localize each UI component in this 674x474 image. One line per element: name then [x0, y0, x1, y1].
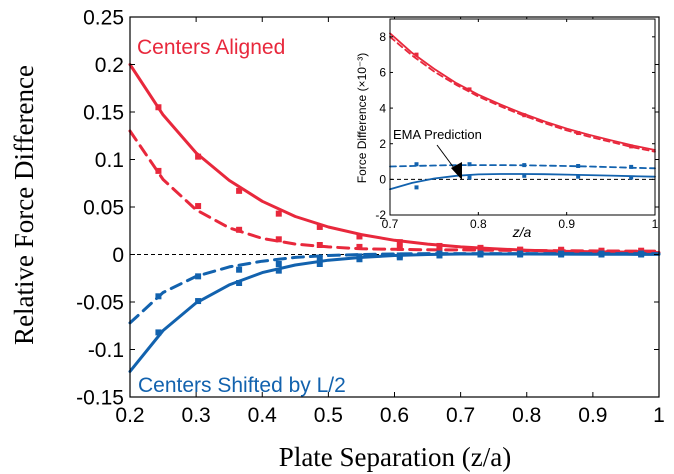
inset-y-tick-label: 2 — [379, 137, 386, 151]
main-annotation-aligned: Centers Aligned — [137, 36, 285, 59]
main-shifted-data-point — [275, 267, 282, 274]
main-aligned-data-point — [436, 245, 443, 252]
main-x-tick-label: 0.2 — [115, 404, 144, 427]
main-aligned-data-point — [275, 236, 282, 243]
main-x-axis-title: Plate Separation (z/a) — [279, 442, 511, 472]
main-shifted-data-point — [356, 253, 363, 260]
main-shifted-data-point — [236, 280, 243, 286]
main-aligned-data-point — [275, 210, 282, 217]
main-aligned-data-point — [155, 167, 162, 174]
inset-shifted-data-point — [576, 174, 581, 179]
inset-shifted-data-point — [576, 164, 581, 168]
main-shifted-data-point — [436, 250, 443, 257]
main-x-tick-label: 0.3 — [182, 404, 211, 427]
main-aligned-data-point — [155, 104, 162, 111]
main-aligned-data-point — [236, 226, 243, 233]
inset-ema-arrow-head — [451, 162, 462, 180]
main-aligned-data-point — [356, 233, 363, 240]
main-aligned-data-point — [356, 243, 363, 250]
inset-aligned-data-point — [414, 52, 419, 57]
main-annotation-shifted: Centers Shifted by L/2 — [138, 374, 346, 397]
inset-x-tick-label: 0.7 — [382, 217, 399, 231]
main-aligned-data-point — [517, 246, 524, 253]
main-aligned-data-point — [195, 203, 202, 210]
inset-y-tick-label: 4 — [379, 101, 386, 115]
main-shifted-data-point — [155, 293, 162, 300]
inset-x-tick-label: 0.9 — [558, 217, 575, 231]
main-x-tick-label: 0.7 — [446, 404, 475, 427]
inset-x-axis-title: z/a — [512, 224, 532, 240]
main-y-tick-label: 0.05 — [83, 196, 124, 219]
main-x-tick-label: 0.4 — [248, 404, 278, 427]
main-x-tick-label: 0.5 — [314, 404, 343, 427]
main-y-tick-label: 0.25 — [83, 6, 124, 29]
main-x-tick-label: 0.8 — [512, 404, 541, 427]
inset-aligned-data-point — [576, 131, 581, 136]
main-shifted-data-point — [316, 261, 323, 267]
inset-plot: 0.7 0.8 0.9 1 -2 0 2 4 6 8 EMA Prediction z/a For… — [355, 18, 659, 240]
main-shifted-data-point — [316, 256, 323, 263]
inset-y-axis-title: Force Difference (×10⁻³) — [355, 53, 369, 184]
main-aligned-data-point — [558, 246, 565, 253]
inset-aligned-data-point — [467, 87, 472, 92]
inset-y-tick-label: -2 — [375, 208, 386, 222]
inset-shifted-data-point — [629, 164, 634, 169]
main-shifted-data-point — [275, 261, 282, 267]
inset-y-tick-label: 6 — [379, 66, 386, 80]
main-aligned-data-point — [477, 245, 484, 252]
main-aligned-dashed-line — [128, 129, 661, 253]
main-shifted-data-point — [236, 266, 243, 273]
inset-x-tick-label: 1 — [652, 217, 659, 231]
main-shifted-data-point — [155, 329, 162, 336]
main-y-tick-label: 0.15 — [83, 101, 124, 124]
main-plot: 0.2 0.3 0.4 0.5 0.6 0.7 0.8 0.9 1 -0.15 -0.1 -0.05 0… — [9, 6, 665, 472]
inset-x-tick-label: 0.8 — [470, 217, 487, 231]
main-tick-layer: 0.2 0.3 0.4 0.5 0.6 0.7 0.8 0.9 1 -0.15 -0.1 -0.05 0… — [76, 6, 665, 427]
inset-series-layer — [389, 32, 656, 191]
main-aligned-data-point — [316, 242, 323, 248]
main-y-tick-label: 0 — [112, 244, 124, 267]
main-aligned-data-point — [396, 244, 403, 251]
inset-shifted-data-point — [467, 175, 472, 180]
inset-shifted-data-point — [467, 162, 472, 167]
inset-y-tick-label: 8 — [379, 30, 386, 44]
main-x-tick-label: 0.6 — [380, 404, 409, 427]
main-y-tick-label: -0.15 — [76, 386, 124, 409]
inset-shifted-data-point — [522, 163, 527, 168]
inset-aligned-data-point — [629, 144, 634, 149]
main-annotation-shifted-text: Centers Shifted by L/2 — [138, 374, 346, 397]
main-aligned-data-point — [195, 153, 202, 160]
inset-plot-frame — [389, 18, 656, 216]
main-aligned-data-point — [396, 239, 403, 246]
main-shifted-data-point — [477, 250, 484, 257]
inset-tick-layer: 0.7 0.8 0.9 1 -2 0 2 4 6 8 — [375, 19, 659, 231]
main-shifted-data-point — [195, 273, 202, 280]
inset-aligned-data-point — [522, 113, 527, 118]
main-shifted-data-point — [396, 252, 403, 259]
main-aligned-data-point — [316, 223, 323, 230]
main-shifted-data-point — [517, 250, 524, 257]
main-y-axis-title: Relative Force Difference — [9, 65, 39, 345]
main-x-tick-label: 0.9 — [578, 404, 607, 427]
main-y-tick-label: -0.05 — [76, 291, 124, 314]
inset-shifted-data-point — [414, 162, 419, 167]
main-y-tick-label: -0.1 — [88, 339, 124, 362]
inset-shifted-data-point — [629, 175, 634, 180]
inset-shifted-data-point — [414, 185, 419, 190]
main-y-tick-label: 0.2 — [95, 54, 124, 77]
main-shifted-data-point — [598, 250, 605, 257]
main-shifted-data-point — [195, 298, 202, 305]
main-x-tick-label: 1 — [653, 404, 665, 427]
main-aligned-data-point — [236, 187, 243, 194]
inset-shifted-data-point — [522, 173, 527, 178]
main-y-tick-label: 0.1 — [95, 149, 124, 172]
main-series-layer — [128, 63, 661, 373]
main-shifted-dashed-line — [128, 252, 661, 325]
inset-y-tick-label: 0 — [379, 173, 386, 187]
main-shifted-data-point — [638, 250, 645, 257]
inset-annotation-ema: EMA Prediction — [393, 127, 482, 142]
main-shifted-data-point — [558, 250, 565, 257]
